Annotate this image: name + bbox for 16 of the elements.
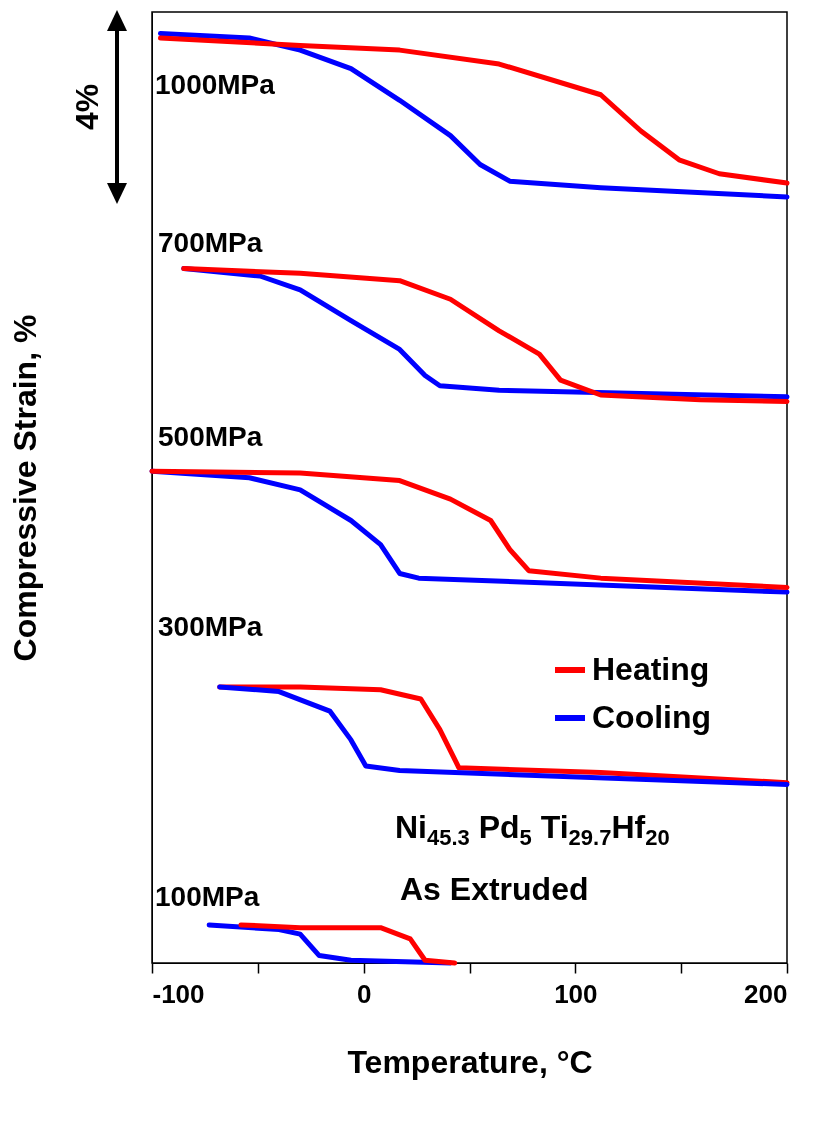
annotation: 700MPa xyxy=(158,227,263,259)
x-tick-label: 200 xyxy=(744,978,788,1009)
annotation: 100MPa xyxy=(155,881,260,913)
legend-label: Cooling xyxy=(592,699,712,735)
annotation: Ni$_{45.3}$ Pd$_{5}$ Ti$_{29.7}$Hf$_{20}$ xyxy=(395,809,670,851)
annotation: 300MPa xyxy=(158,611,263,643)
x-tick-label: 100 xyxy=(554,978,598,1009)
text: 4% xyxy=(69,83,106,130)
x-tick-label: 0 xyxy=(356,978,372,1009)
annotation: 1000MPa xyxy=(155,69,275,101)
x-axis-title: Temperature, °C xyxy=(347,1043,593,1080)
y-axis-title: Compressive Strain, % xyxy=(6,314,43,662)
legend-label: Heating xyxy=(592,651,710,687)
annotation: 500MPa xyxy=(158,421,263,453)
annotation: As Extruded xyxy=(400,871,589,908)
x-tick-label: -100 xyxy=(152,978,205,1009)
